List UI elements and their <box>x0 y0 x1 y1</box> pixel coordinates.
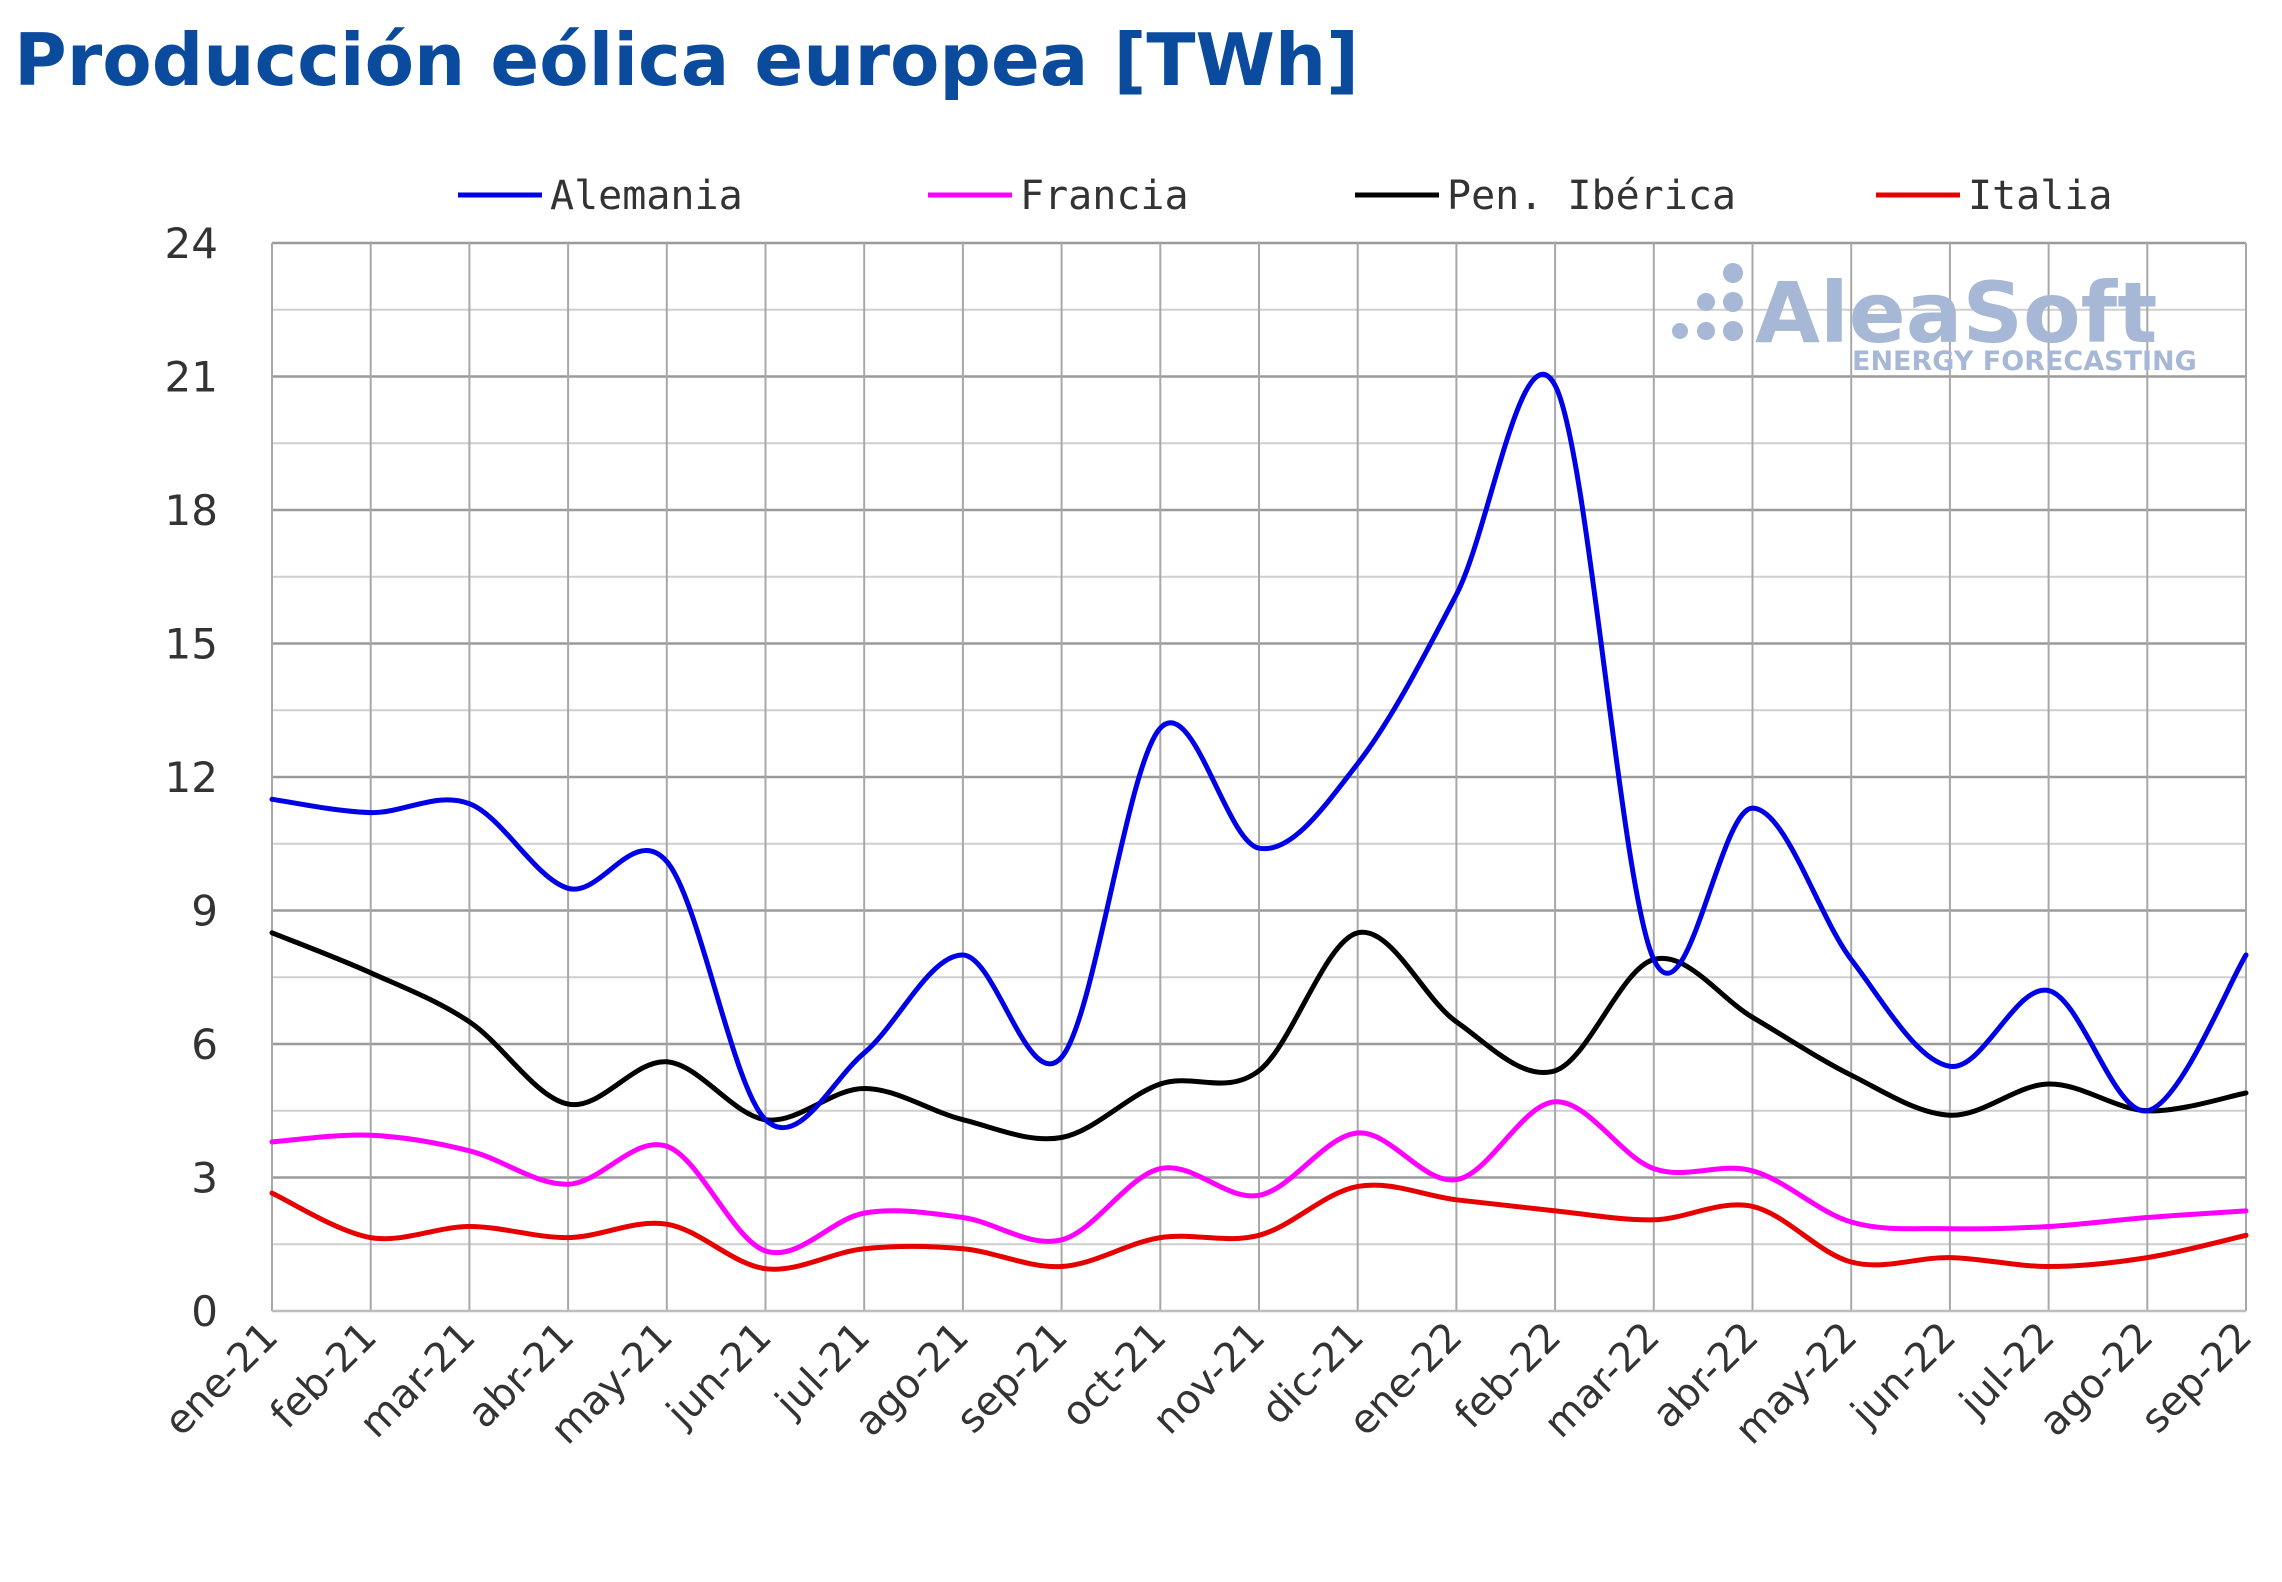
y-tick-label: 21 <box>165 353 218 402</box>
y-tick-label: 12 <box>165 753 218 802</box>
x-tick-label: jun-21 <box>657 1314 780 1437</box>
series-line-alemania <box>269 372 2249 1131</box>
y-tick-label: 9 <box>191 887 218 936</box>
series-line-italia <box>269 1182 2249 1272</box>
y-tick-label: 6 <box>191 1020 218 1069</box>
legend-label-alemania: Alemania <box>550 173 743 219</box>
series <box>269 372 2249 1272</box>
axes: 03691215182124ene-21feb-21mar-21abr-21ma… <box>156 219 2261 1453</box>
x-tick-label: ene-21 <box>156 1314 287 1445</box>
series-line-pen-iberica <box>269 929 2249 1142</box>
aleasoft-dots-icon <box>1672 263 1743 341</box>
legend-label-pen-iberica: Pen. Ibérica <box>1447 173 1736 219</box>
x-tick-label: sep-21 <box>948 1314 1077 1443</box>
x-tick-label: nov-21 <box>1144 1314 1274 1444</box>
y-tick-label: 3 <box>191 1154 218 1203</box>
y-tick-label: 24 <box>165 219 218 268</box>
y-tick-label: 18 <box>165 486 218 535</box>
y-tick-label: 15 <box>165 620 218 669</box>
series-line-francia <box>269 1099 2249 1256</box>
watermark-tagline: ENERGY FORECASTING <box>1852 346 2197 377</box>
legend: Alemania Francia Pen. Ibérica Italia <box>458 173 2113 219</box>
watermark-brand: AleaSoft <box>1755 264 2157 362</box>
x-tick-label: sep-22 <box>2132 1314 2261 1443</box>
aleasoft-watermark: AleaSoft ENERGY FORECASTING <box>1672 263 2197 377</box>
y-tick-label: 0 <box>191 1287 218 1336</box>
gridlines <box>271 241 2247 1311</box>
legend-label-francia: Francia <box>1020 173 1189 219</box>
x-tick-label: jun-22 <box>1842 1314 1965 1437</box>
chart-title: Producción eólica europea [TWh] <box>14 18 1360 102</box>
legend-label-italia: Italia <box>1968 173 2113 219</box>
